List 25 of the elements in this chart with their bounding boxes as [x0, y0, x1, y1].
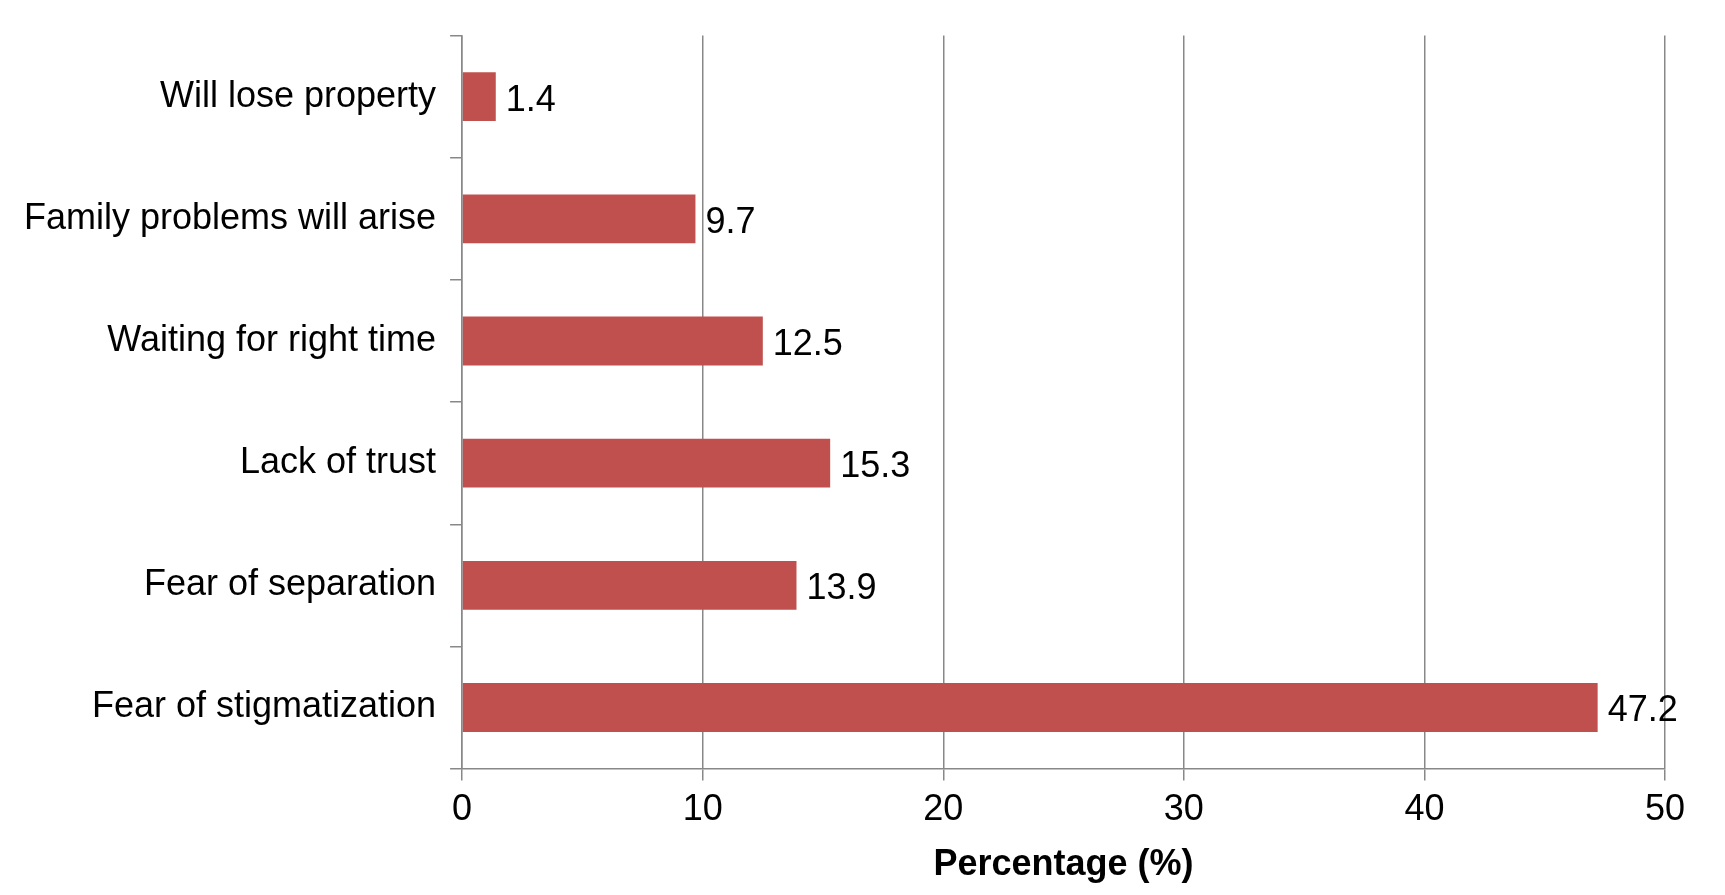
data-label: 1.4	[505, 77, 556, 119]
x-tick-label: 40	[1404, 787, 1445, 829]
y-tick-label: Fear of separation	[143, 562, 437, 604]
x-tick-label: 20	[923, 787, 964, 829]
data-label: 9.7	[705, 199, 756, 241]
x-tick-label: 10	[682, 787, 723, 829]
data-label: 47.2	[1607, 688, 1678, 730]
bar	[462, 560, 797, 610]
y-tick-label: Waiting for right time	[107, 317, 437, 359]
y-tick-label: Family problems will arise	[23, 195, 437, 237]
x-tick-label: 50	[1644, 787, 1686, 829]
x-tick-label: 30	[1163, 787, 1204, 829]
x-axis-title: Percentage (%)	[933, 842, 1194, 884]
y-tick-label: Fear of stigmatization	[91, 684, 437, 726]
x-tick-label: 0	[452, 787, 473, 829]
bar	[462, 316, 763, 366]
bar	[462, 72, 496, 122]
y-tick-label: Will lose property	[159, 73, 437, 115]
bar	[462, 194, 696, 244]
data-label: 15.3	[840, 444, 911, 486]
bar	[462, 683, 1598, 732]
y-tick-label: Lack of trust	[239, 440, 437, 482]
bar	[462, 438, 831, 488]
data-label: 12.5	[772, 321, 843, 363]
data-label: 13.9	[806, 566, 877, 608]
